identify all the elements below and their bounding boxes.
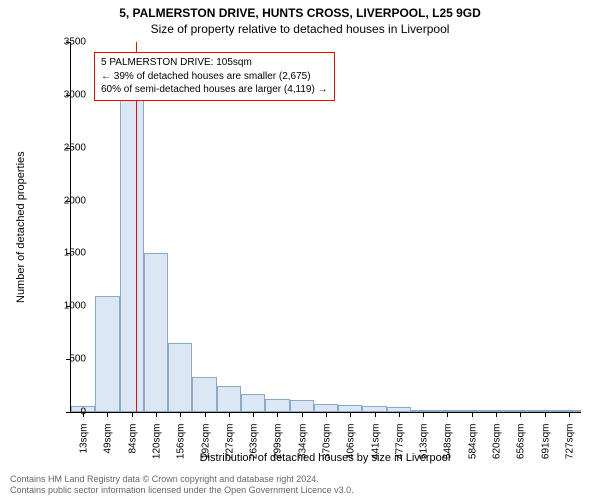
x-tick-label: 691sqm xyxy=(540,424,551,474)
x-tick-mark xyxy=(399,412,400,417)
x-tick-label: 584sqm xyxy=(467,424,478,474)
x-tick-mark xyxy=(277,412,278,417)
footer-attribution: Contains HM Land Registry data © Crown c… xyxy=(10,474,354,496)
y-tick-label: 2000 xyxy=(36,195,86,206)
x-tick-mark xyxy=(253,412,254,417)
chart-container: 5, PALMERSTON DRIVE, HUNTS CROSS, LIVERP… xyxy=(0,0,600,500)
x-tick-mark xyxy=(205,412,206,417)
x-tick-label: 548sqm xyxy=(443,424,454,474)
x-tick-label: 13sqm xyxy=(79,424,90,474)
histogram-bar xyxy=(95,296,119,412)
histogram-bar xyxy=(217,386,241,412)
x-tick-label: 156sqm xyxy=(176,424,187,474)
x-tick-label: 513sqm xyxy=(419,424,430,474)
y-axis-label: Number of detached properties xyxy=(14,42,28,412)
footer-line-1: Contains HM Land Registry data © Crown c… xyxy=(10,474,354,485)
x-tick-mark xyxy=(447,412,448,417)
x-tick-mark xyxy=(423,412,424,417)
x-tick-mark xyxy=(520,412,521,417)
x-tick-mark xyxy=(569,412,570,417)
histogram-bar xyxy=(120,84,144,412)
histogram-bar xyxy=(338,405,362,412)
annotation-box: 5 PALMERSTON DRIVE: 105sqm← 39% of detac… xyxy=(94,52,335,101)
x-tick-mark xyxy=(156,412,157,417)
x-tick-mark xyxy=(132,412,133,417)
x-tick-label: 334sqm xyxy=(297,424,308,474)
histogram-bar xyxy=(290,400,314,412)
x-tick-label: 727sqm xyxy=(564,424,575,474)
x-tick-mark xyxy=(545,412,546,417)
x-tick-mark xyxy=(229,412,230,417)
annotation-line: ← 39% of detached houses are smaller (2,… xyxy=(101,70,328,84)
x-tick-label: 656sqm xyxy=(516,424,527,474)
y-tick-label: 2500 xyxy=(36,142,86,153)
x-tick-mark xyxy=(472,412,473,417)
histogram-bar xyxy=(241,394,265,412)
x-tick-mark xyxy=(180,412,181,417)
x-tick-label: 370sqm xyxy=(322,424,333,474)
annotation-line: 60% of semi-detached houses are larger (… xyxy=(101,83,328,97)
y-tick-label: 1000 xyxy=(36,301,86,312)
chart-title-main: 5, PALMERSTON DRIVE, HUNTS CROSS, LIVERP… xyxy=(0,6,600,20)
x-tick-label: 441sqm xyxy=(370,424,381,474)
y-tick-label: 500 xyxy=(36,354,86,365)
x-tick-label: 49sqm xyxy=(103,424,114,474)
x-tick-label: 227sqm xyxy=(224,424,235,474)
x-tick-mark xyxy=(375,412,376,417)
histogram-bar xyxy=(168,343,192,412)
histogram-bar xyxy=(314,404,338,412)
annotation-line: 5 PALMERSTON DRIVE: 105sqm xyxy=(101,56,328,70)
chart-title-sub: Size of property relative to detached ho… xyxy=(0,22,600,36)
x-tick-label: 263sqm xyxy=(249,424,260,474)
histogram-bar xyxy=(192,377,216,412)
histogram-bar xyxy=(265,399,289,412)
x-tick-mark xyxy=(107,412,108,417)
x-tick-label: 192sqm xyxy=(200,424,211,474)
x-tick-mark xyxy=(496,412,497,417)
x-tick-mark xyxy=(326,412,327,417)
x-tick-label: 406sqm xyxy=(346,424,357,474)
histogram-bar xyxy=(144,253,168,412)
x-tick-mark xyxy=(350,412,351,417)
footer-line-2: Contains public sector information licen… xyxy=(10,485,354,496)
y-tick-label: 1500 xyxy=(36,248,86,259)
x-tick-label: 84sqm xyxy=(127,424,138,474)
x-tick-label: 620sqm xyxy=(492,424,503,474)
x-tick-label: 299sqm xyxy=(273,424,284,474)
x-axis-label: Distribution of detached houses by size … xyxy=(70,452,580,464)
x-tick-label: 120sqm xyxy=(152,424,163,474)
y-tick-label: 3000 xyxy=(36,89,86,100)
y-tick-label: 3500 xyxy=(36,37,86,48)
x-tick-label: 477sqm xyxy=(394,424,405,474)
y-tick-label: 0 xyxy=(36,407,86,418)
x-tick-mark xyxy=(302,412,303,417)
